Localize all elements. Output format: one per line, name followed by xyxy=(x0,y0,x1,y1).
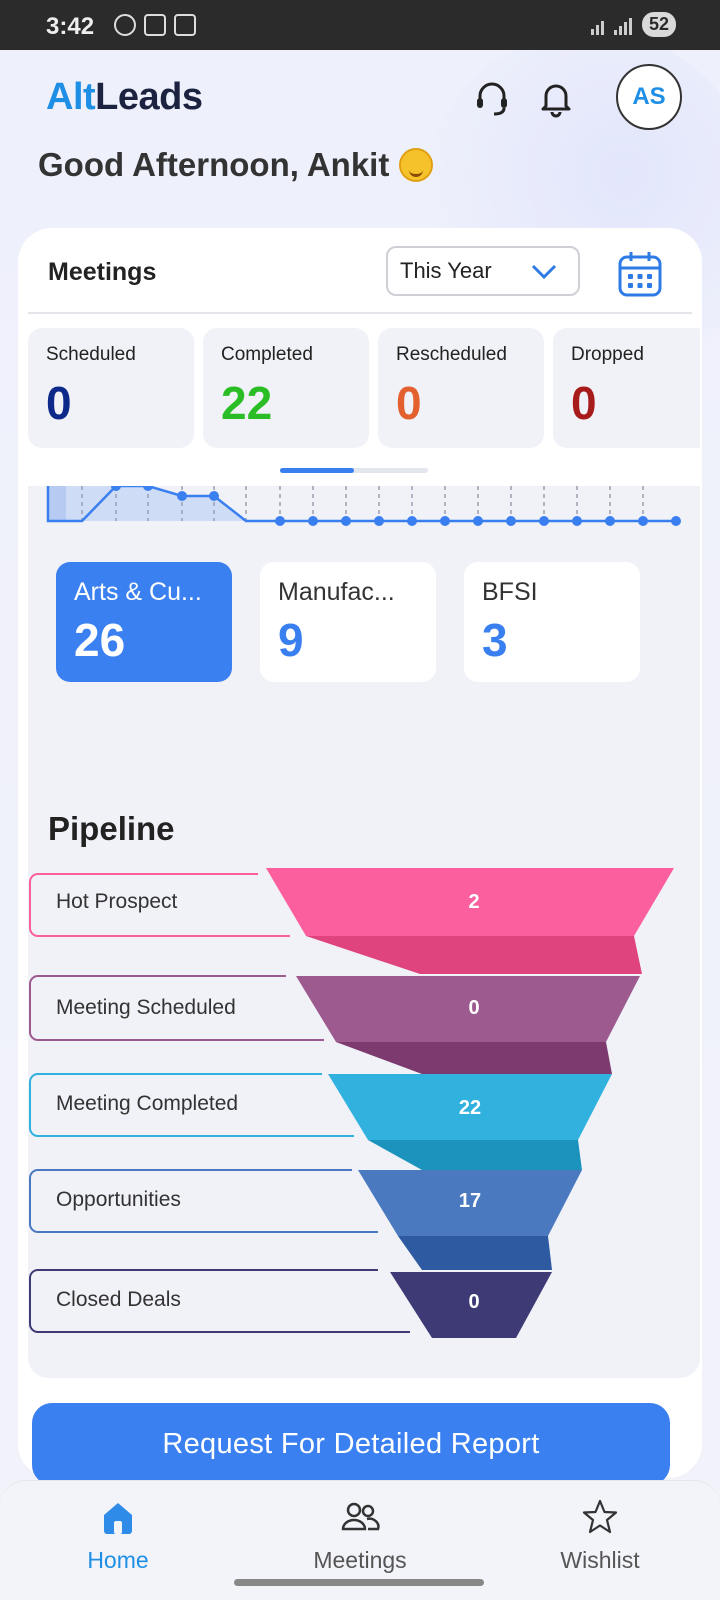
stat-value: 0 xyxy=(396,377,422,429)
app-screen: AltLeads AS Good Afternoon, Ankit Meetin… xyxy=(0,50,720,1600)
greeting-text: Good Afternoon, Ankit xyxy=(38,146,390,183)
pipeline-value-opportunities: 17 xyxy=(458,1190,482,1212)
divider xyxy=(28,312,692,314)
industry-value: 9 xyxy=(278,614,304,666)
industry-label: Arts & Cu... xyxy=(74,578,202,606)
pipeline-label-meeting-scheduled: Meeting Scheduled xyxy=(56,996,236,1019)
carousel-indicator xyxy=(280,468,428,473)
bottom-nav: Home Meetings Wishlist xyxy=(0,1480,720,1600)
avatar[interactable]: AS xyxy=(616,64,682,130)
pipeline-label-hot-prospect: Hot Prospect xyxy=(56,890,178,913)
chart-highlight xyxy=(48,486,66,521)
pipeline-label-closed-deals: Closed Deals xyxy=(56,1288,181,1311)
stat-value: 0 xyxy=(46,377,72,429)
period-dropdown[interactable]: This Year xyxy=(386,246,580,296)
nav-wishlist-label: Wishlist xyxy=(560,1547,640,1573)
pipeline-title: Pipeline xyxy=(48,810,175,847)
industry-label: Manufac... xyxy=(278,578,395,606)
home-icon xyxy=(98,1497,138,1537)
pipeline-funnel xyxy=(29,868,674,1338)
pipeline-label-meeting-completed: Meeting Completed xyxy=(56,1092,239,1115)
battery-indicator: 52 xyxy=(641,12,676,37)
stat-value: 0 xyxy=(571,377,597,429)
stat-label: Rescheduled xyxy=(396,344,507,365)
pipeline-value-meeting-completed: 22 xyxy=(458,1097,482,1119)
greeting: Good Afternoon, Ankit xyxy=(38,146,434,184)
nav-home[interactable]: Home xyxy=(28,1497,208,1574)
sun-emoji-icon xyxy=(399,148,434,182)
nav-meetings-label: Meetings xyxy=(313,1547,407,1573)
stat-card-completed[interactable]: Completed 22 xyxy=(203,328,369,448)
app-logo: AltLeads xyxy=(46,76,203,118)
card-icon xyxy=(174,14,196,36)
star-icon xyxy=(580,1497,620,1537)
pipeline-value-meeting-scheduled: 0 xyxy=(468,997,480,1019)
pipeline-card: Pipeline Hot Prospect xyxy=(28,788,700,1378)
industry-card-manufacturing[interactable]: Manufac... 9 xyxy=(260,562,436,682)
gesture-bar[interactable] xyxy=(234,1579,484,1586)
industry-card-bfsi[interactable]: BFSI 3 xyxy=(464,562,640,682)
stat-label: Dropped xyxy=(571,344,644,365)
industry-value: 3 xyxy=(482,614,508,666)
nav-meetings[interactable]: Meetings xyxy=(270,1497,450,1574)
industry-label: BFSI xyxy=(482,578,538,606)
stat-card-scheduled[interactable]: Scheduled 0 xyxy=(28,328,194,448)
whatsapp-icon xyxy=(114,14,136,36)
wifi-icon xyxy=(590,15,604,35)
status-bar: 3:42 52 xyxy=(0,0,720,50)
period-value: This Year xyxy=(400,258,492,283)
stat-label: Completed xyxy=(221,344,313,365)
nav-home-label: Home xyxy=(87,1547,149,1573)
status-right: 52 xyxy=(590,12,676,37)
bell-icon[interactable] xyxy=(536,78,576,118)
stat-value: 22 xyxy=(221,377,273,429)
trend-line-chart xyxy=(46,486,681,526)
meeting-stats-carousel[interactable]: Scheduled 0 Completed 22 Rescheduled 0 D… xyxy=(28,328,700,450)
nav-wishlist[interactable]: Wishlist xyxy=(510,1497,690,1574)
meetings-title: Meetings xyxy=(48,258,157,286)
headset-icon[interactable] xyxy=(472,78,512,118)
carousel-indicator-thumb xyxy=(280,468,354,473)
stat-card-rescheduled[interactable]: Rescheduled 0 xyxy=(378,328,544,448)
chevron-down-icon xyxy=(531,264,557,280)
calendar-icon[interactable] xyxy=(618,250,662,298)
pipeline-value-closed-deals: 0 xyxy=(468,1291,480,1313)
industry-card-arts[interactable]: Arts & Cu... 26 xyxy=(56,562,232,682)
pipeline-label-opportunities: Opportunities xyxy=(56,1188,181,1211)
industry-value: 26 xyxy=(74,614,126,666)
pipeline-value-hot-prospect: 2 xyxy=(468,891,480,913)
screenshot-icon xyxy=(144,14,166,36)
status-time: 3:42 xyxy=(46,13,95,40)
request-report-button[interactable]: Request For Detailed Report xyxy=(32,1403,670,1485)
stat-label: Scheduled xyxy=(46,344,136,365)
signal-icon xyxy=(613,15,632,35)
dashboard-card: Meetings This Year Scheduled 0 Completed… xyxy=(18,228,702,1485)
users-icon xyxy=(340,1497,380,1537)
notification-icons xyxy=(114,14,196,36)
stat-card-dropped[interactable]: Dropped 0 xyxy=(553,328,700,448)
